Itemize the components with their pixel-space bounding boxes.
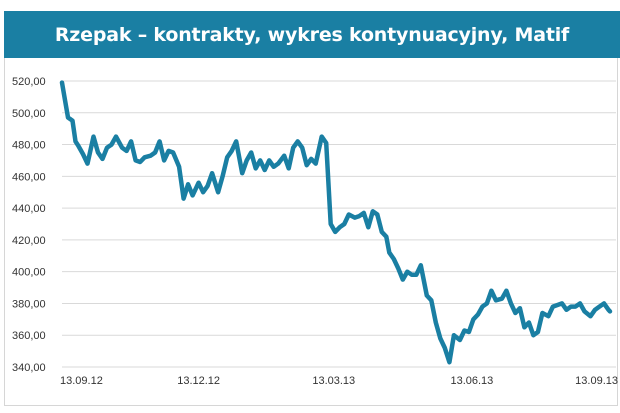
y-axis-ticks: 340,00 360,00 380,00 400,00 420,00 440,00 460,… (12, 76, 46, 374)
y-tick-label: 400,00 (12, 267, 46, 279)
price-series-line (59, 80, 613, 365)
y-tick-label: 440,00 (12, 203, 46, 215)
x-tick-label: 13.12.12 (177, 375, 220, 387)
x-tick-label: 13.09.13 (575, 375, 618, 387)
y-tick-label: 460,00 (12, 171, 46, 183)
y-tick-label: 520,00 (12, 76, 46, 88)
y-tick-label: 360,00 (12, 330, 46, 342)
x-tick-label: 13.09.12 (60, 375, 103, 387)
x-tick-label: 13.03.13 (312, 375, 355, 387)
x-axis-ticks: 13.09.12 13.12.12 13.03.13 13.06.13 13.09.13 (60, 375, 618, 387)
y-tick-label: 500,00 (12, 108, 46, 120)
x-tick-label: 13.06.13 (450, 375, 493, 387)
y-tick-label: 420,00 (12, 235, 46, 247)
chart-frame (4, 58, 618, 406)
y-tick-label: 380,00 (12, 298, 46, 310)
y-tick-label: 340,00 (12, 362, 46, 374)
gridlines (62, 80, 616, 368)
y-tick-label: 480,00 (12, 140, 46, 152)
chart-title: Rzepak – kontrakty, wykres kontynuacyjny… (4, 11, 620, 58)
